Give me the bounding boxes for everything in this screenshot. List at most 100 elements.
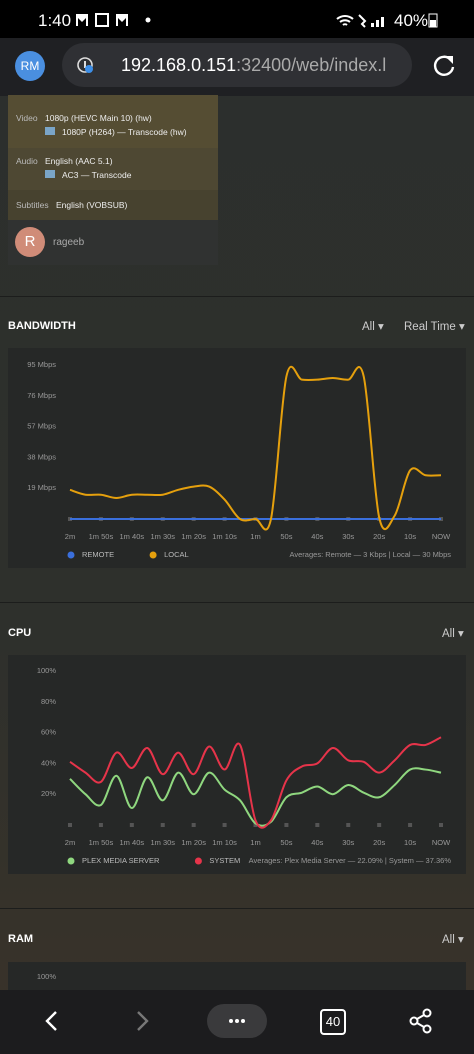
row-label: Subtitles (16, 200, 49, 210)
x-tick-mark (346, 823, 351, 827)
x-tick-label: 10s (404, 838, 416, 847)
x-tick-label: NOW (432, 532, 451, 541)
x-tick-label: 1m 10s (212, 838, 237, 847)
tabs-button[interactable]: 40 (320, 1009, 346, 1035)
browser-bar: RM 192.168.0.151:32400/web/index.l (0, 38, 474, 96)
x-tick-label: 1m 20s (181, 532, 206, 541)
x-tick-label: 1m 50s (89, 532, 114, 541)
chart: 100% (37, 972, 57, 981)
x-tick-mark (439, 823, 443, 827)
stream-info: Video 1080p (HEVC Main 10) (hw) 1080P (H… (8, 95, 218, 265)
time: 1:40 (38, 11, 72, 30)
dropdown[interactable]: All ▾ (362, 321, 384, 333)
legend-label: REMOTE (82, 550, 114, 559)
chart-panel: 19 Mbps 38 Mbps 57 Mbps 76 Mbps 95 Mbps 2m 1m … (8, 348, 466, 568)
y-tick-label: 40% (41, 758, 56, 767)
url-host: 192.168.0.151 (121, 55, 237, 75)
x-tick-label: 1m 40s (120, 532, 145, 541)
legend-label: SYSTEM (209, 856, 240, 865)
x-tick-label: 50s (280, 838, 292, 847)
x-tick-mark (315, 823, 320, 827)
row-line: 1080P (H264) — Transcode (hw) (62, 127, 187, 137)
transcode-icon (45, 170, 55, 178)
legend-swatch (67, 551, 75, 559)
user-name: rageeb (53, 237, 85, 248)
x-tick-label: 1m 10s (212, 532, 237, 541)
x-tick-label: 1m 40s (120, 838, 145, 847)
x-tick-label: NOW (432, 838, 451, 847)
profile-avatar[interactable]: RM (15, 51, 45, 81)
x-tick-label: 2m (65, 838, 75, 847)
divider (0, 602, 474, 603)
x-tick-label: 1m (250, 532, 260, 541)
user-row: R rageeb (8, 220, 218, 265)
section-title: RAM (8, 933, 34, 945)
y-tick-label: 100% (37, 972, 57, 981)
y-tick-label: 95 Mbps (27, 360, 56, 369)
back-button[interactable] (42, 1010, 62, 1032)
dropdown-label: All (442, 934, 455, 946)
x-tick-mark (408, 823, 413, 827)
dropdown[interactable]: All ▾ (442, 934, 464, 946)
url-path: :32400/web/index.l (236, 55, 387, 75)
x-tick-label: 1m 30s (150, 532, 175, 541)
row-line: English (AAC 5.1) (45, 156, 113, 166)
notification-icons (76, 13, 151, 27)
bottom-nav: 40 (0, 990, 474, 1054)
series-line (69, 767, 442, 827)
y-tick-label: 57 Mbps (27, 422, 56, 431)
legend-swatch (194, 857, 202, 865)
y-tick-label: 76 Mbps (27, 391, 56, 400)
x-tick-label: 2m (65, 532, 75, 541)
dropdown[interactable]: All ▾ (442, 628, 464, 640)
menu-dots (229, 1019, 245, 1023)
dropdown[interactable]: Real Time ▾ (404, 321, 465, 333)
site-info-icon[interactable] (76, 56, 96, 76)
url-field[interactable]: 192.168.0.151:32400/web/index.l (62, 43, 412, 87)
share-button[interactable] (408, 1008, 434, 1034)
reload-button[interactable] (431, 53, 457, 79)
user-avatar: R (15, 227, 45, 257)
section-title: CPU (8, 627, 32, 639)
x-tick-mark (253, 823, 258, 827)
divider (0, 296, 474, 297)
row-line: English (VOBSUB) (56, 200, 128, 210)
row-label: Video (16, 113, 38, 123)
legend-swatch (149, 551, 157, 559)
series-line (69, 736, 442, 829)
row-line: AC3 — Transcode (62, 170, 132, 180)
x-tick-mark (129, 823, 134, 827)
transcode-icon (45, 127, 55, 135)
x-tick-label: 1m 20s (181, 838, 206, 847)
legend-swatch (67, 857, 75, 865)
audio-row: Audio English (AAC 5.1) AC3 — Transcode (8, 148, 218, 190)
y-tick-label: 20% (41, 789, 56, 798)
legend-label: PLEX MEDIA SERVER (82, 856, 160, 865)
series-line (69, 366, 442, 531)
x-tick-mark (284, 823, 289, 827)
y-tick-label: 19 Mbps (27, 483, 56, 492)
x-tick-mark (191, 823, 196, 827)
x-tick-label: 40s (311, 532, 323, 541)
x-tick-label: 20s (373, 532, 385, 541)
subtitles-row: Subtitles English (VOBSUB) (8, 190, 218, 220)
x-tick-label: 20s (373, 838, 385, 847)
dropdown-label: All (442, 628, 455, 640)
chart-panel: 20% 40% 60% 80% 100% 2m 1m 50s 1m 40s 1m 30s 1m 2… (8, 655, 466, 874)
forward-button[interactable] (132, 1010, 152, 1032)
menu-button[interactable] (207, 1004, 267, 1038)
status-bar: 1:40 40% (0, 0, 474, 38)
y-tick-label: 60% (41, 728, 56, 737)
x-tick-mark (222, 823, 227, 827)
y-tick-label: 100% (37, 666, 57, 675)
averages-note: Averages: Remote — 3 Kbps | Local — 30 M… (290, 550, 452, 559)
battery-icon (428, 13, 438, 28)
chart: 20% 40% 60% 80% 100% 2m 1m 50s 1m 40s 1m 30s 1m 2… (37, 666, 452, 865)
signal-icons (336, 14, 384, 28)
chart: 19 Mbps 38 Mbps 57 Mbps 76 Mbps 95 Mbps 2m 1m … (27, 360, 452, 559)
x-tick-label: 10s (404, 532, 416, 541)
row-line: 1080p (HEVC Main 10) (hw) (45, 113, 152, 123)
x-tick-label: 1m 30s (150, 838, 175, 847)
y-tick-label: 80% (41, 697, 56, 706)
